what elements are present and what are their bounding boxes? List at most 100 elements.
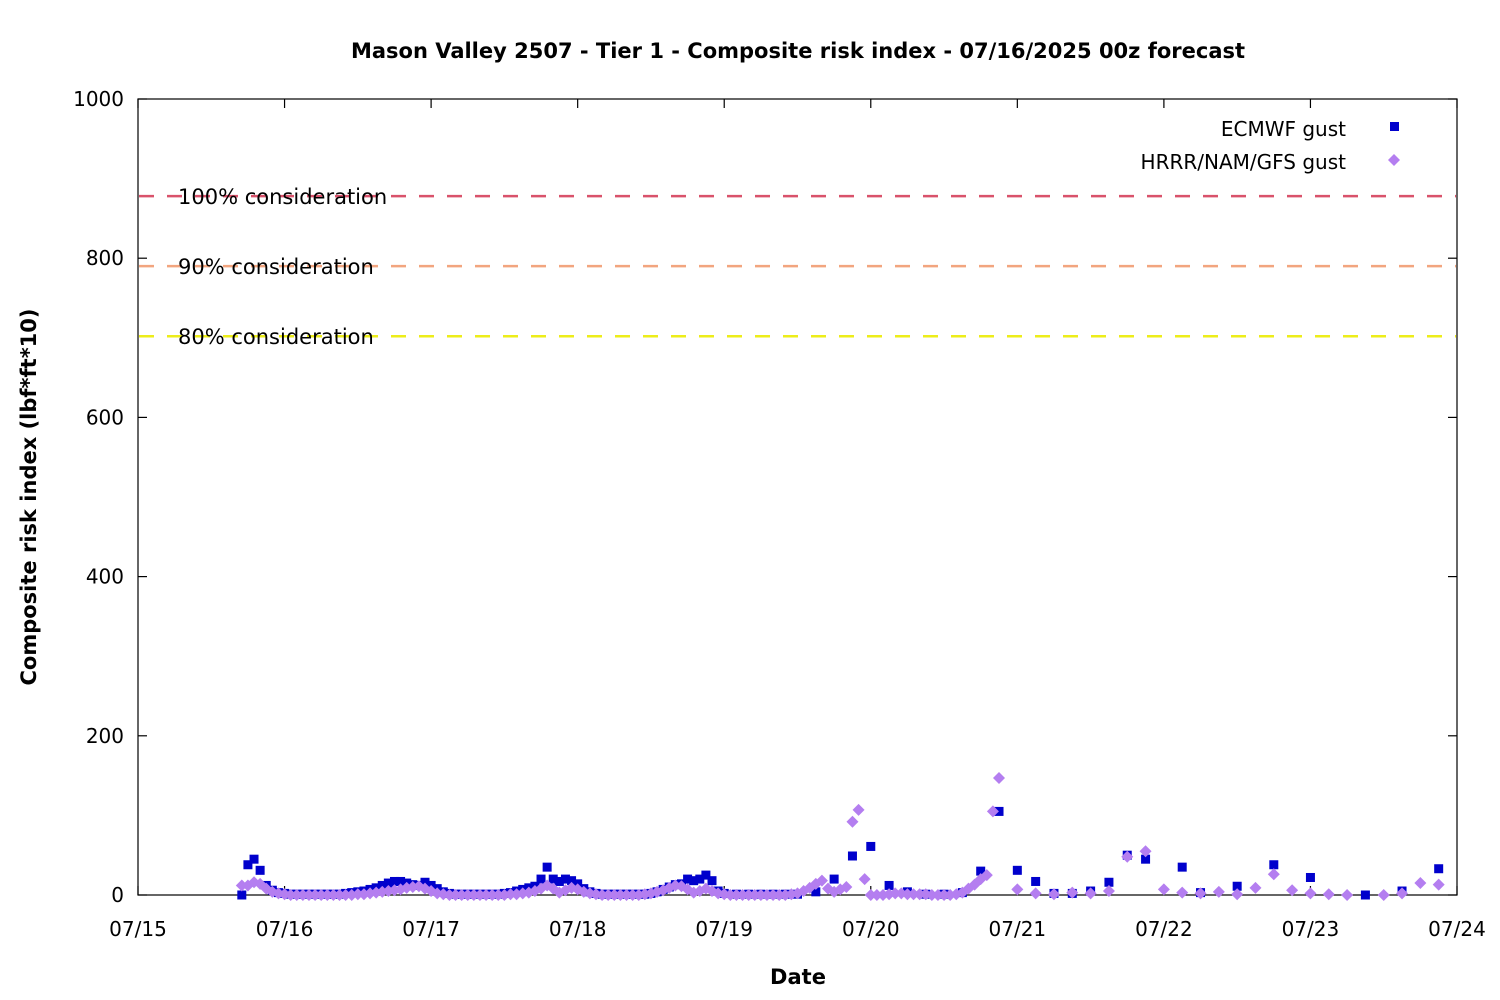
ecmwf-point: [1434, 864, 1444, 874]
hrrr-point: [913, 888, 926, 901]
ecmwf-point: [1269, 860, 1279, 870]
hrrr-point: [736, 889, 749, 901]
x-tick-label: 07/17: [402, 917, 460, 941]
hrrr-point: [1396, 887, 1409, 900]
reference-line-label: 80% consideration: [178, 325, 374, 349]
y-tick-label: 200: [86, 724, 124, 748]
hrrr-point: [1249, 881, 1262, 894]
ecmwf-point: [389, 876, 399, 886]
hrrr-point: [1377, 889, 1390, 901]
hrrr-point: [339, 889, 352, 901]
hrrr-point: [290, 889, 303, 901]
hrrr-point: [620, 889, 633, 901]
hrrr-point: [302, 889, 315, 901]
hrrr-point: [1304, 887, 1317, 900]
x-tick-label: 07/18: [549, 917, 607, 941]
plot-frame: [137, 98, 1458, 896]
hrrr-point: [852, 803, 865, 816]
ecmwf-point: [689, 876, 699, 886]
ecmwf-point: [377, 880, 387, 890]
hrrr-point: [925, 889, 938, 901]
reference-line-label: 100% consideration: [178, 185, 387, 209]
x-axis-label: Date: [770, 965, 826, 989]
ecmwf-point: [255, 865, 265, 875]
ecmwf-point: [554, 876, 564, 886]
ecmwf-point: [1104, 877, 1114, 887]
x-axis: 07/15 07/16 07/17 07/18 07/19 07/20 07/21 07/22…: [109, 99, 1486, 941]
hrrr-point: [626, 889, 639, 901]
hrrr-point: [455, 889, 468, 901]
hrrr-point: [333, 889, 346, 901]
ecmwf-point: [249, 854, 259, 864]
hrrr-point: [1414, 877, 1427, 890]
ecmwf-point: [701, 870, 711, 880]
ecmwf-point: [1305, 872, 1315, 882]
hrrr-point: [1286, 884, 1299, 897]
hrrr-point: [486, 889, 499, 901]
ecmwf-point: [829, 874, 839, 884]
hrrr-point: [235, 879, 248, 892]
hrrr-point: [443, 889, 456, 901]
hrrr-point: [889, 887, 902, 900]
hrrr-point: [864, 889, 877, 901]
y-tick-label: 0: [111, 883, 124, 907]
reference-line-label: 90% consideration: [178, 255, 374, 279]
x-tick-label: 07/23: [1282, 917, 1340, 941]
ecmwf-point: [1012, 865, 1022, 875]
hrrr-point: [467, 889, 480, 901]
hrrr-point: [315, 889, 328, 901]
reference-lines: 100% consideration 90% consideration 80% c…: [139, 185, 1456, 349]
legend-label-hrrr: HRRR/NAM/GFS gust: [1141, 150, 1347, 174]
ecmwf-point: [383, 878, 393, 888]
x-tick-label: 07/20: [842, 917, 900, 941]
hrrr-point: [608, 889, 621, 901]
y-tick-label: 600: [86, 405, 124, 429]
hrrr-point: [986, 805, 999, 818]
hrrr-point: [504, 888, 517, 901]
y-tick-label: 800: [86, 246, 124, 270]
hrrr-point: [248, 876, 261, 889]
legend: ECMWF gust HRRR/NAM/GFS gust: [1141, 117, 1400, 174]
hrrr-point: [1341, 889, 1354, 901]
hrrr-point: [1029, 887, 1042, 900]
hrrr-point: [351, 888, 364, 901]
hrrr-point: [1011, 883, 1024, 896]
hrrr-point: [602, 889, 615, 901]
ecmwf-point: [1360, 890, 1370, 900]
x-tick-label: 07/24: [1428, 917, 1486, 941]
hrrr-point: [1047, 888, 1060, 901]
hrrr-point: [760, 889, 773, 901]
ecmwf-point: [976, 866, 986, 876]
hrrr-point: [1102, 885, 1115, 898]
hrrr-point: [1176, 886, 1189, 899]
hrrr-point: [773, 889, 786, 901]
y-tick-label: 1000: [73, 87, 124, 111]
ecmwf-point: [1177, 862, 1187, 872]
legend-label-ecmwf: ECMWF gust: [1221, 117, 1346, 141]
ecmwf-point: [396, 876, 406, 886]
ecmwf-point: [695, 874, 705, 884]
ecmwf-point: [237, 890, 247, 900]
ecmwf-point: [536, 874, 546, 884]
hrrr-point: [1157, 883, 1170, 896]
hrrr-point: [1066, 886, 1079, 899]
hrrr-point: [1231, 888, 1244, 901]
hrrr-point: [596, 889, 609, 901]
hrrr-point: [1139, 845, 1152, 858]
x-tick-label: 07/19: [695, 917, 753, 941]
hrrr-point: [480, 889, 493, 901]
hrrr-point: [993, 771, 1006, 784]
hrrr-point: [284, 889, 297, 901]
hrrr-point: [931, 889, 944, 901]
hrrr-point: [840, 881, 853, 894]
hrrr-point: [815, 874, 828, 887]
hrrr-point: [461, 889, 474, 901]
hrrr-point: [1212, 885, 1225, 898]
hrrr-point: [1267, 868, 1280, 881]
ecmwf-point: [707, 876, 717, 886]
legend-marker-ecmwf: [1390, 122, 1399, 131]
x-tick-label: 07/16: [256, 917, 314, 941]
data-points: [235, 771, 1445, 901]
hrrr-point: [742, 889, 755, 901]
